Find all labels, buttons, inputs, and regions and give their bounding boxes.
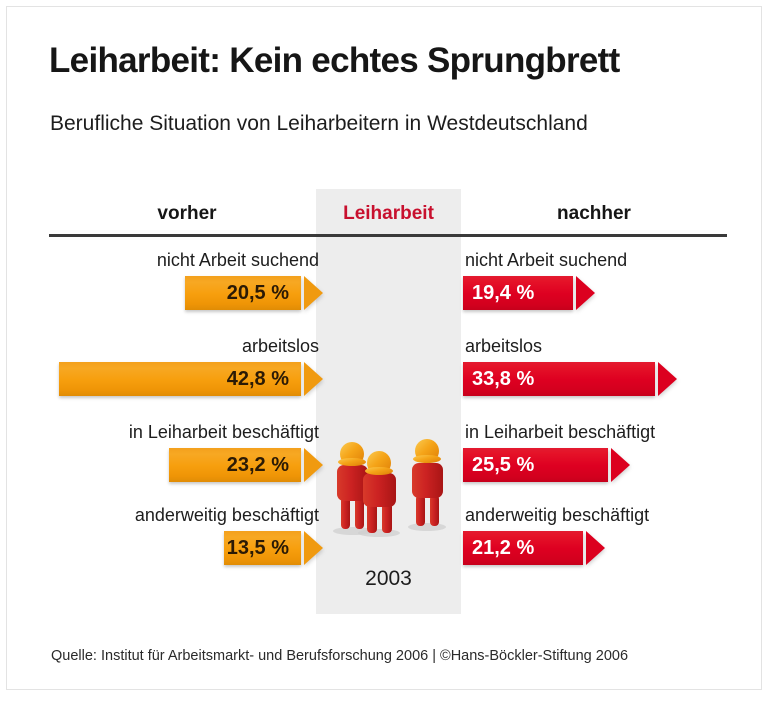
bar-value: 23,2 % — [226, 454, 289, 476]
bar-value: 13,5 % — [226, 537, 289, 559]
bar-body: 25,5 % — [463, 448, 608, 482]
column-header-vorher: vorher — [157, 203, 217, 224]
row-after-1: nicht Arbeit suchend 19,4 % — [463, 250, 753, 334]
row-label: anderweitig beschäftigt — [465, 505, 650, 525]
bar-before-2: 42,8 % — [59, 362, 323, 396]
bar-arrowhead-icon — [611, 448, 630, 482]
row-label: in Leiharbeit beschäftigt — [128, 422, 319, 442]
bar-after-2: 33,8 % — [463, 362, 677, 396]
figure-shadow — [358, 529, 400, 537]
bar-arrowhead-icon — [586, 531, 605, 565]
bar-arrowhead-icon — [576, 276, 595, 310]
row-label: arbeitslos — [465, 336, 543, 356]
bar-after-3: 25,5 % — [463, 448, 630, 482]
row-before-1: nicht Arbeit suchend 20,5 % — [25, 250, 323, 334]
page-title: Leiharbeit: Kein echtes Sprungbrett — [49, 41, 620, 80]
bar-value: 33,8 % — [472, 368, 535, 390]
row-label: nicht Arbeit suchend — [465, 250, 628, 270]
row-after-2: arbeitslos 33,8 % — [463, 336, 753, 420]
source-footer: Quelle: Institut für Arbeitsmarkt- und B… — [51, 648, 629, 664]
figure-shadow — [408, 523, 446, 531]
bar-arrowhead-icon — [304, 276, 323, 310]
bar-body: 23,2 % — [169, 448, 301, 482]
bar-value: 42,8 % — [226, 368, 289, 390]
bar-body: 21,2 % — [463, 531, 583, 565]
header-divider — [49, 234, 727, 237]
bar-arrowhead-icon — [658, 362, 677, 396]
row-before-4: anderweitig beschäftigt 13,5 % — [25, 505, 323, 589]
column-header-nachher: nachher — [557, 203, 631, 224]
bar-value: 20,5 % — [226, 282, 289, 304]
bar-before-1: 20,5 % — [185, 276, 323, 310]
worker-figure — [337, 442, 368, 529]
year-label: 2003 — [365, 567, 412, 590]
bar-body: 20,5 % — [185, 276, 301, 310]
row-label: arbeitslos — [241, 336, 319, 356]
bar-body: 33,8 % — [463, 362, 655, 396]
bar-after-4: 21,2 % — [463, 531, 605, 565]
worker-figure — [412, 439, 443, 526]
row-after-3: in Leiharbeit beschäftigt 25,5 % — [463, 422, 753, 506]
bar-value: 21,2 % — [472, 537, 535, 559]
row-label: anderweitig beschäftigt — [134, 505, 319, 525]
bar-arrowhead-icon — [304, 531, 323, 565]
bar-arrowhead-icon — [304, 362, 323, 396]
bar-arrowhead-icon — [304, 448, 323, 482]
worker-figure — [363, 451, 396, 533]
bar-value: 25,5 % — [472, 454, 535, 476]
row-before-2: arbeitslos 42,8 % — [25, 336, 323, 420]
bar-body: 19,4 % — [463, 276, 573, 310]
page-subtitle: Berufliche Situation von Leiharbeitern i… — [50, 112, 588, 135]
bar-body: 42,8 % — [59, 362, 301, 396]
bar-after-1: 19,4 % — [463, 276, 595, 310]
bar-before-3: 23,2 % — [169, 448, 323, 482]
infographic-card: Leiharbeit: Kein echtes Sprungbrett Beru… — [6, 6, 762, 690]
bar-value: 19,4 % — [472, 282, 535, 304]
center-band — [316, 189, 461, 614]
row-before-3: in Leiharbeit beschäftigt 23,2 % — [25, 422, 323, 506]
worker-figures-illustration — [319, 437, 459, 537]
row-label: nicht Arbeit suchend — [156, 250, 319, 270]
row-after-4: anderweitig beschäftigt 21,2 % — [463, 505, 753, 589]
column-header-leiharbeit: Leiharbeit — [343, 203, 434, 224]
row-label: in Leiharbeit beschäftigt — [465, 422, 656, 442]
worker-figures-svg — [333, 439, 446, 537]
bar-body: 13,5 % — [224, 531, 301, 565]
bar-before-4: 13,5 % — [224, 531, 323, 565]
